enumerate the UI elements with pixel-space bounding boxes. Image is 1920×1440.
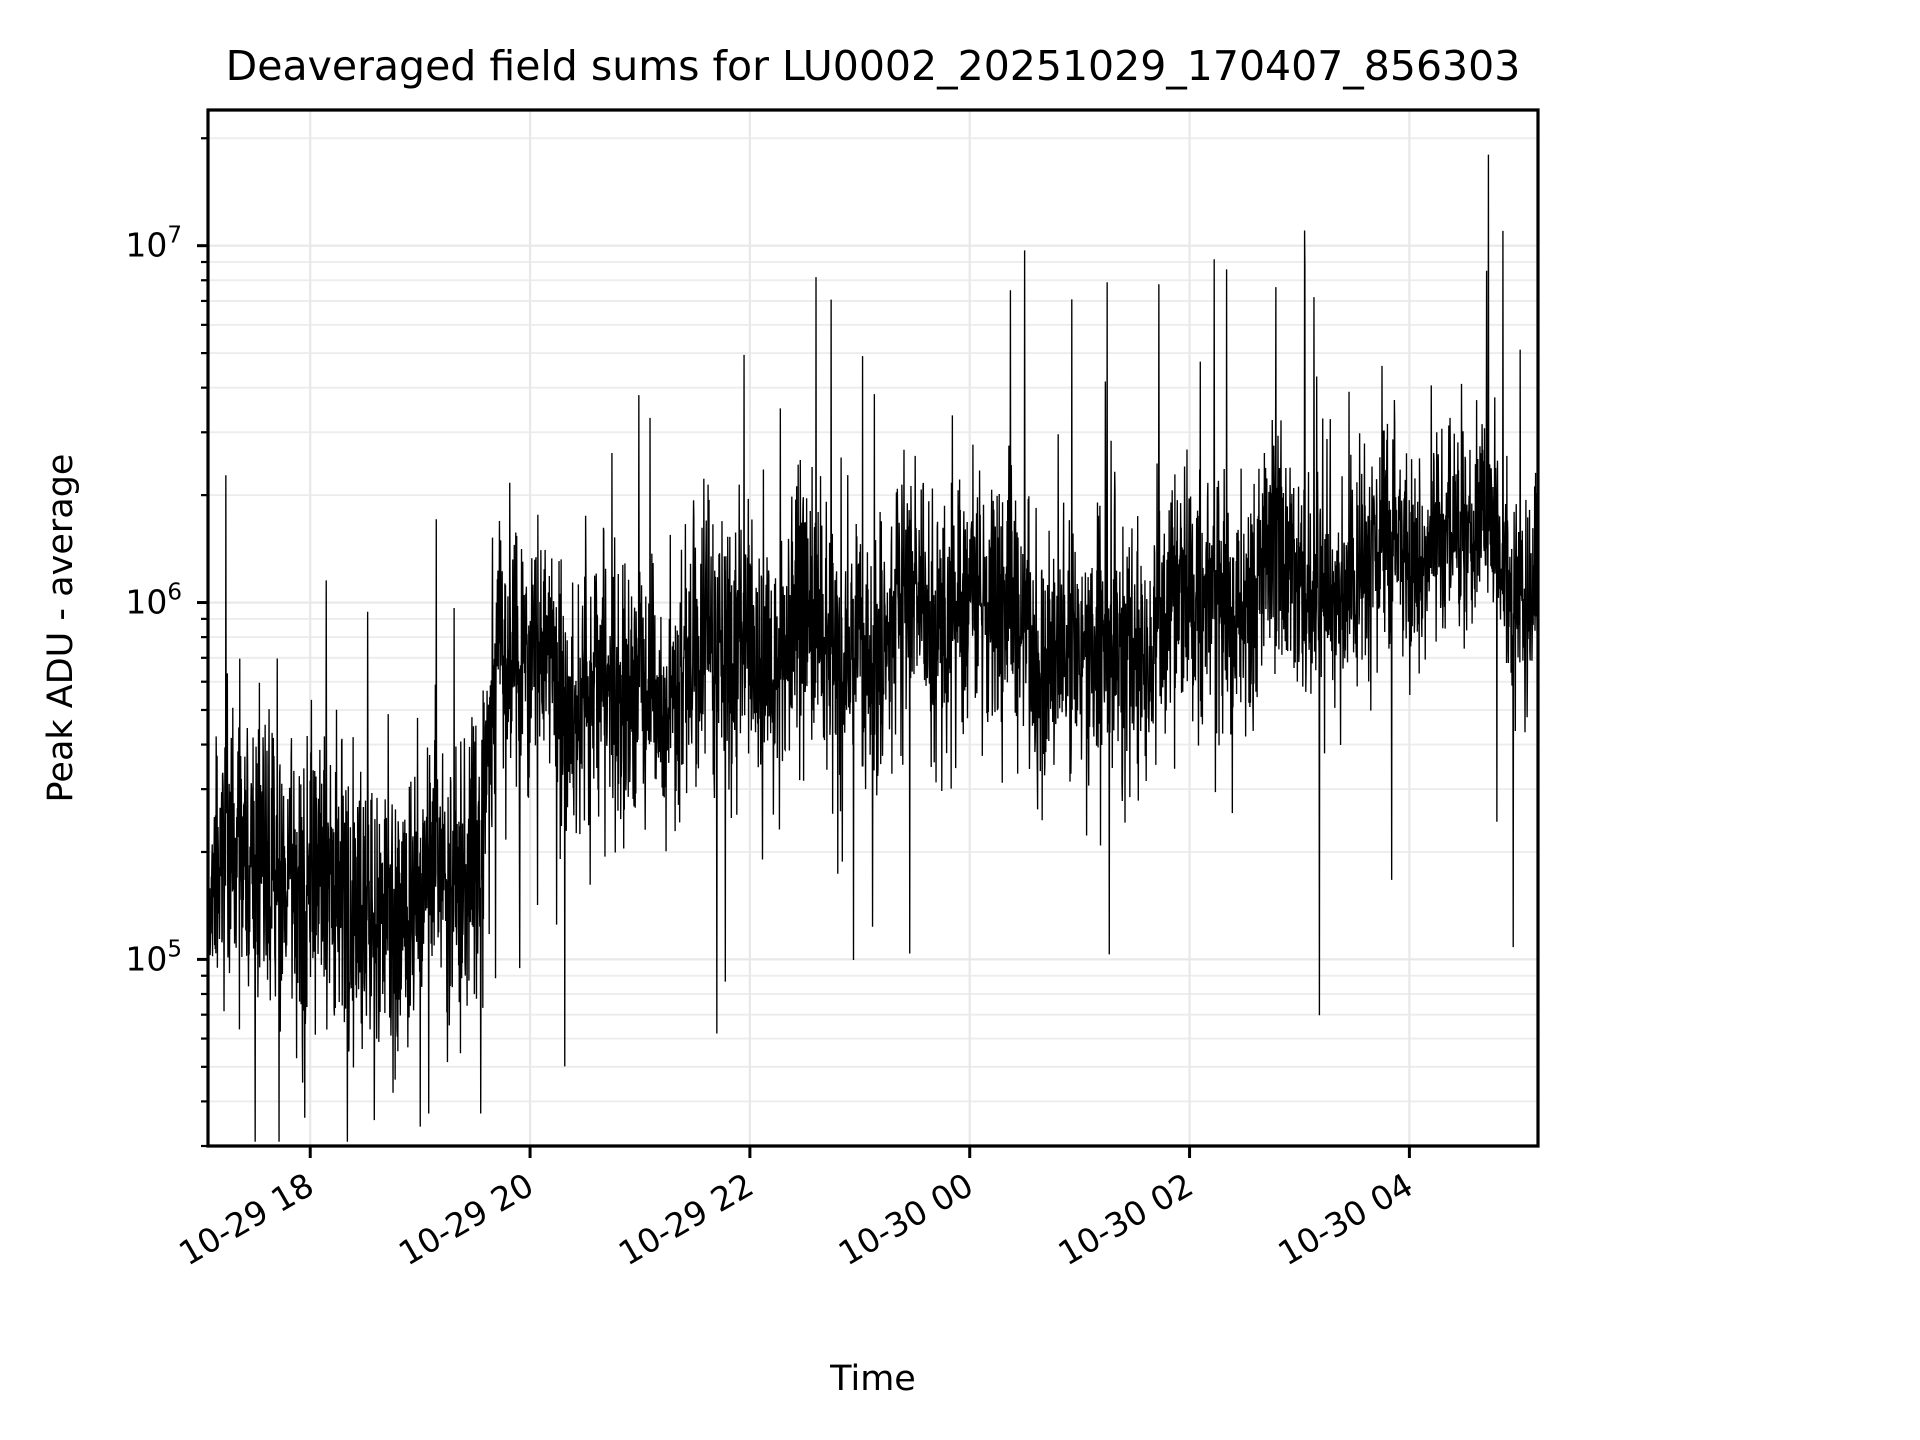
chart-title: Deaveraged field sums for LU0002_2025102… [226, 42, 1521, 90]
x-axis-ticks [308, 1146, 1411, 1158]
x-major-gridlines [309, 110, 1411, 1146]
y-axis-ticks [197, 137, 208, 1148]
y-axis-tick-labels: 105 106 107 [125, 223, 182, 979]
data-line-peak-adu [208, 154, 1538, 1142]
x-axis-title: Time [829, 1359, 916, 1399]
data-series-group [208, 154, 1538, 1142]
y-tick-label: 105 [125, 936, 182, 978]
axes-spines [206, 108, 1540, 1148]
y-tick-label: 107 [125, 223, 182, 265]
y-tick-label: 106 [125, 580, 182, 622]
y-axis-title: Peak ADU - average [41, 454, 81, 803]
